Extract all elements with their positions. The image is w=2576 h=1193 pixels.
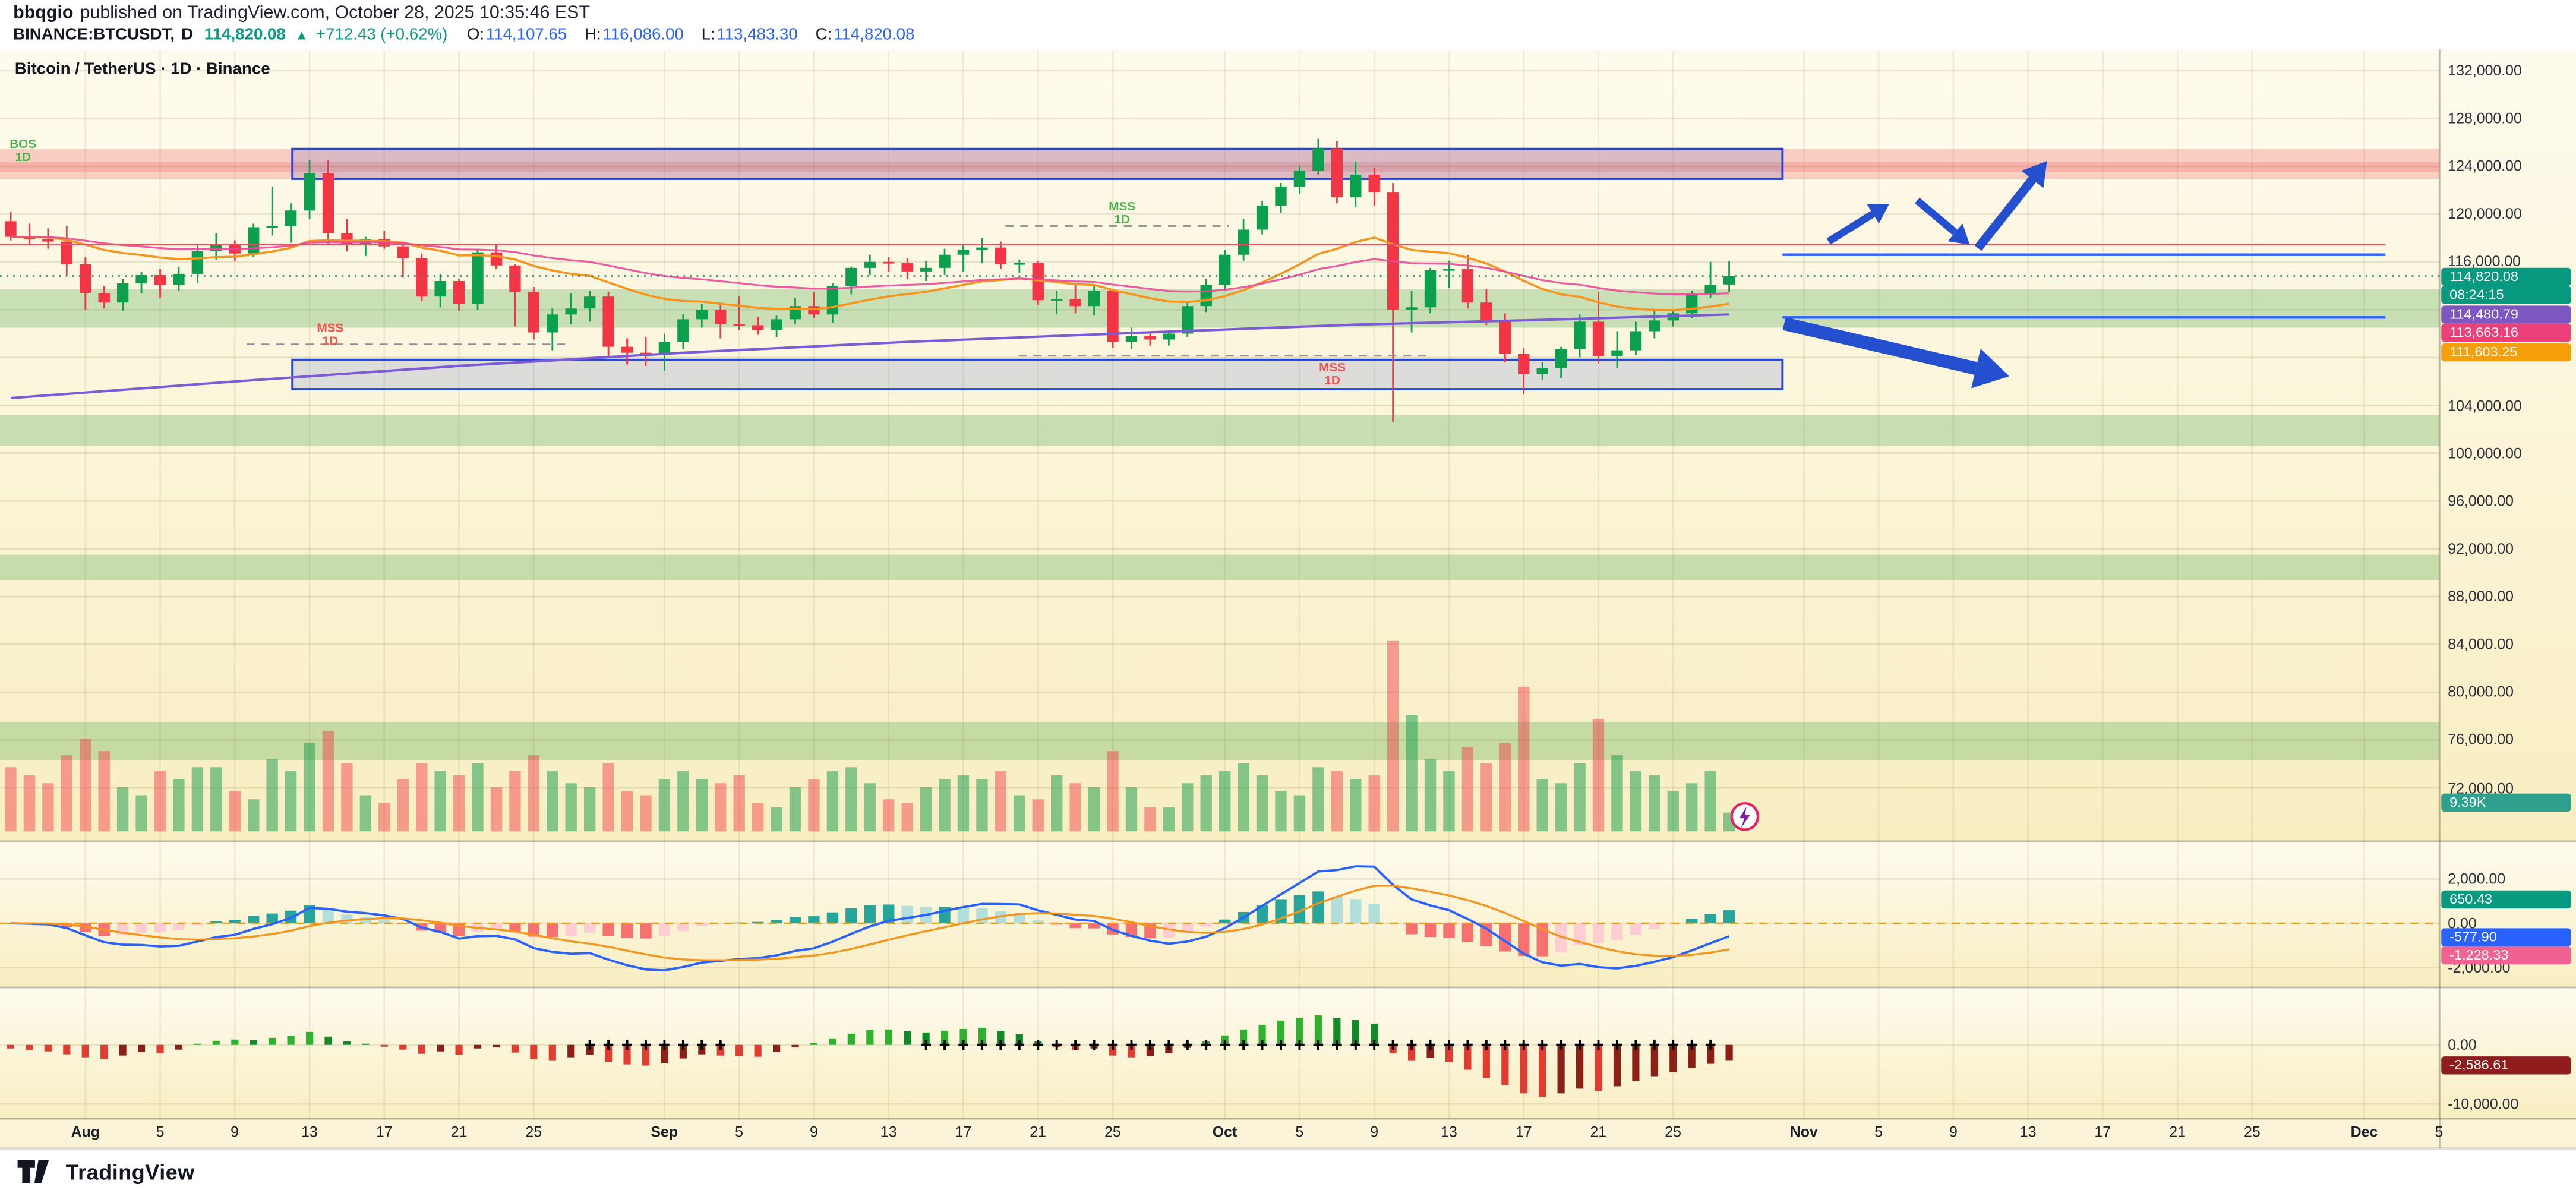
high-label: H: (585, 26, 601, 45)
open-label: O: (466, 26, 485, 45)
open-value: 114,107.65 (485, 26, 567, 45)
low-value: 113,483.30 (716, 26, 798, 45)
time-axis-bg (0, 1119, 2576, 1148)
interval-label: D (181, 26, 194, 45)
last-price: 114,820.08 (204, 26, 286, 45)
publish-meta: published on TradingView.com, October 28… (80, 3, 591, 23)
hlines-layer (0, 225, 2440, 357)
brand-name[interactable]: TradingView (65, 1159, 195, 1184)
macd-pane-bg (0, 841, 2576, 987)
close-label: C: (815, 26, 832, 45)
supply-demand-box (291, 147, 1784, 180)
footer-bar: TradingView (0, 1148, 2576, 1193)
author-name: bbqgio (13, 3, 74, 23)
symbol-ohlc-row: BINANCE:BTCUSDT, D 114,820.08 ▲ +712.43 (… (13, 26, 927, 44)
price-chart[interactable] (0, 49, 2576, 1148)
publish-info: bbqgio published on TradingView.com, Octo… (13, 4, 590, 23)
high-value: 116,086.00 (602, 26, 684, 45)
flash-icon[interactable] (1730, 802, 1759, 831)
tradingview-logo-icon[interactable] (17, 1159, 56, 1185)
close-value: 114,820.08 (834, 26, 915, 45)
macd-layer (0, 865, 2440, 972)
up-arrow-icon: ▲ (295, 28, 308, 43)
chart-title: Bitcoin / TetherUS · 1D · Binance (14, 61, 270, 79)
main-pane-bg (0, 49, 2576, 841)
zones-layer (0, 147, 2440, 760)
publish-header: bbqgio published on TradingView.com, Octo… (0, 0, 2576, 49)
symbol-name: BINANCE:BTCUSDT, (13, 26, 175, 45)
supply-demand-box (291, 358, 1784, 390)
arrow-annotations (1782, 161, 2047, 389)
low-label: L: (701, 26, 715, 45)
volume-layer (5, 640, 1735, 832)
momentum-layer (7, 1015, 1733, 1097)
momentum-pane-bg (0, 987, 2576, 1119)
price-change: +712.43 (+0.62%) (315, 26, 448, 45)
